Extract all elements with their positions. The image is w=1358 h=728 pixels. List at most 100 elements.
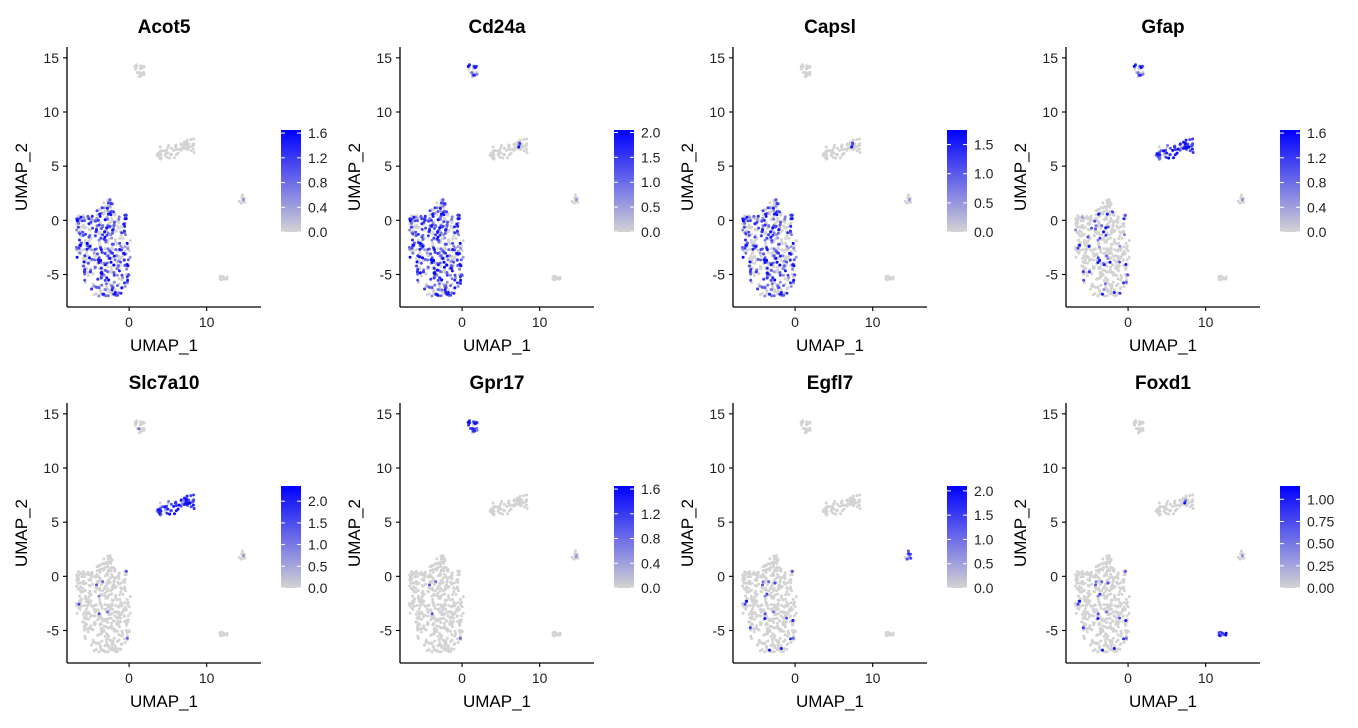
- cell-point: [1083, 637, 1086, 640]
- cell-point: [1094, 565, 1098, 569]
- y-tick-label: 0: [51, 212, 59, 228]
- cell-point: [1158, 509, 1162, 513]
- cell-point: [805, 421, 809, 424]
- cell-point: [1086, 591, 1090, 595]
- cell-point: [791, 636, 795, 640]
- cell-point: [410, 606, 414, 610]
- cell-point: [102, 629, 106, 633]
- cell-point: [106, 621, 110, 624]
- x-tick-label: 10: [532, 670, 548, 686]
- cell-point: [1094, 216, 1098, 220]
- cell-point: [1088, 592, 1092, 596]
- cell-point: [1096, 633, 1100, 637]
- cell-point: [99, 601, 102, 605]
- cell-point: [451, 597, 455, 601]
- cell-point: [1115, 249, 1119, 253]
- cell-point: [91, 582, 95, 586]
- cell-point: [107, 646, 111, 650]
- cell-point: [1099, 283, 1103, 287]
- cell-point: [438, 641, 442, 645]
- cell-point: [430, 286, 434, 290]
- cell-point: [439, 254, 443, 258]
- cell-point: [122, 258, 126, 262]
- cell-point: [125, 597, 129, 601]
- cell-point: [123, 601, 127, 605]
- cell-point: [113, 292, 117, 296]
- cell-point: [756, 613, 760, 617]
- cell-point: [1081, 572, 1085, 575]
- cell-point: [105, 276, 109, 280]
- cell-point: [791, 275, 795, 279]
- cell-point: [1081, 260, 1085, 264]
- cell-point: [574, 198, 578, 202]
- cell-point: [776, 247, 780, 251]
- cell-point: [885, 634, 889, 638]
- cell-point: [1078, 581, 1082, 585]
- cell-point: [438, 285, 442, 289]
- cell-point: [769, 230, 772, 234]
- cell-point: [1112, 272, 1116, 276]
- cell-point: [410, 214, 414, 218]
- y-tick-label: 0: [717, 568, 725, 584]
- y-tick-label: 0: [384, 212, 392, 228]
- cell-point: [85, 611, 89, 615]
- cell-point: [767, 224, 771, 228]
- cell-point: [444, 585, 448, 588]
- cell-point: [773, 581, 777, 585]
- x-tick-label: 0: [1124, 314, 1132, 330]
- cell-point: [792, 614, 796, 618]
- cell-point: [852, 148, 856, 152]
- cell-point: [780, 576, 784, 580]
- cell-point: [118, 237, 122, 241]
- cell-point: [77, 214, 81, 218]
- cell-point: [822, 152, 826, 155]
- cell-point: [120, 286, 124, 290]
- cell-point: [1224, 277, 1228, 281]
- cell-point: [1159, 505, 1163, 509]
- cell-point: [105, 641, 109, 645]
- cell-point: [1088, 236, 1092, 240]
- cell-point: [1124, 241, 1128, 245]
- cell-point: [442, 260, 446, 264]
- cell-point: [758, 607, 762, 611]
- cell-point: [502, 502, 506, 506]
- cell-point: [762, 218, 766, 222]
- cell-point: [78, 238, 81, 242]
- cell-point: [410, 587, 414, 591]
- cell-point: [1102, 252, 1106, 255]
- cell-point: [1073, 245, 1077, 249]
- cell-point: [1092, 234, 1096, 238]
- y-axis-label: UMAP_2: [345, 499, 364, 567]
- cell-point: [760, 285, 764, 289]
- cell-point: [782, 611, 786, 615]
- cell-point: [95, 228, 99, 232]
- cell-point: [885, 278, 889, 282]
- cell-point: [1109, 603, 1113, 607]
- cell-point: [752, 600, 756, 604]
- cell-point: [112, 280, 116, 284]
- cell-point: [82, 248, 86, 251]
- cell-point: [746, 575, 750, 579]
- cell-point: [768, 557, 772, 561]
- y-tick-label: 15: [376, 406, 392, 422]
- cell-point: [423, 287, 427, 291]
- cell-point: [100, 593, 104, 597]
- cell-point: [475, 72, 479, 76]
- cell-point: [768, 624, 772, 628]
- cell-point: [103, 608, 107, 611]
- x-tick-label: 0: [125, 314, 133, 330]
- cell-point: [1117, 264, 1121, 268]
- cell-point: [1106, 593, 1110, 597]
- y-tick-label: 15: [376, 50, 392, 66]
- cell-point: [1087, 626, 1091, 630]
- points-gfap: [1073, 63, 1246, 298]
- cell-point: [94, 285, 98, 289]
- cell-point: [436, 210, 440, 213]
- cell-point: [743, 570, 747, 574]
- x-tick-label: 10: [1198, 314, 1214, 330]
- cell-point: [422, 592, 426, 596]
- cell-point: [1105, 294, 1109, 298]
- cell-point: [102, 648, 105, 652]
- cell-point: [1188, 138, 1192, 142]
